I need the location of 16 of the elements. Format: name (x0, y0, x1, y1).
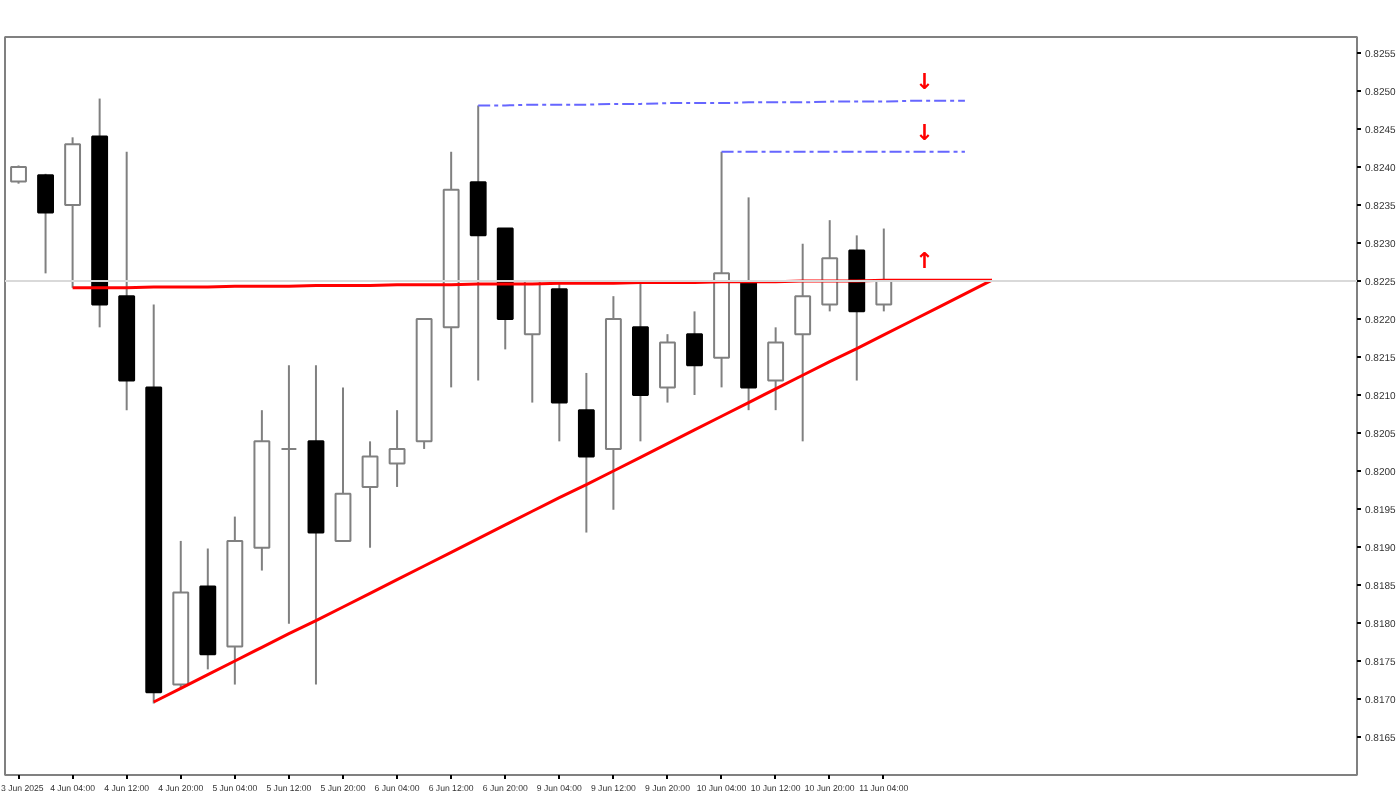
annotation: ↓ (915, 68, 934, 95)
candlestick (767, 326, 785, 412)
candlestick (37, 172, 54, 275)
candlestick (334, 386, 352, 542)
candlestick (875, 227, 893, 313)
candlestick (388, 409, 406, 488)
annotation: ↑ (915, 248, 934, 275)
candlestick (280, 364, 298, 625)
candlestick (10, 164, 27, 185)
candlestick (794, 242, 812, 443)
candlestick (577, 371, 595, 534)
candlestick (686, 310, 703, 396)
annotation: ↓ (915, 119, 934, 146)
candlestick (659, 333, 676, 404)
candlestick (821, 219, 839, 313)
candlestick (361, 440, 379, 549)
